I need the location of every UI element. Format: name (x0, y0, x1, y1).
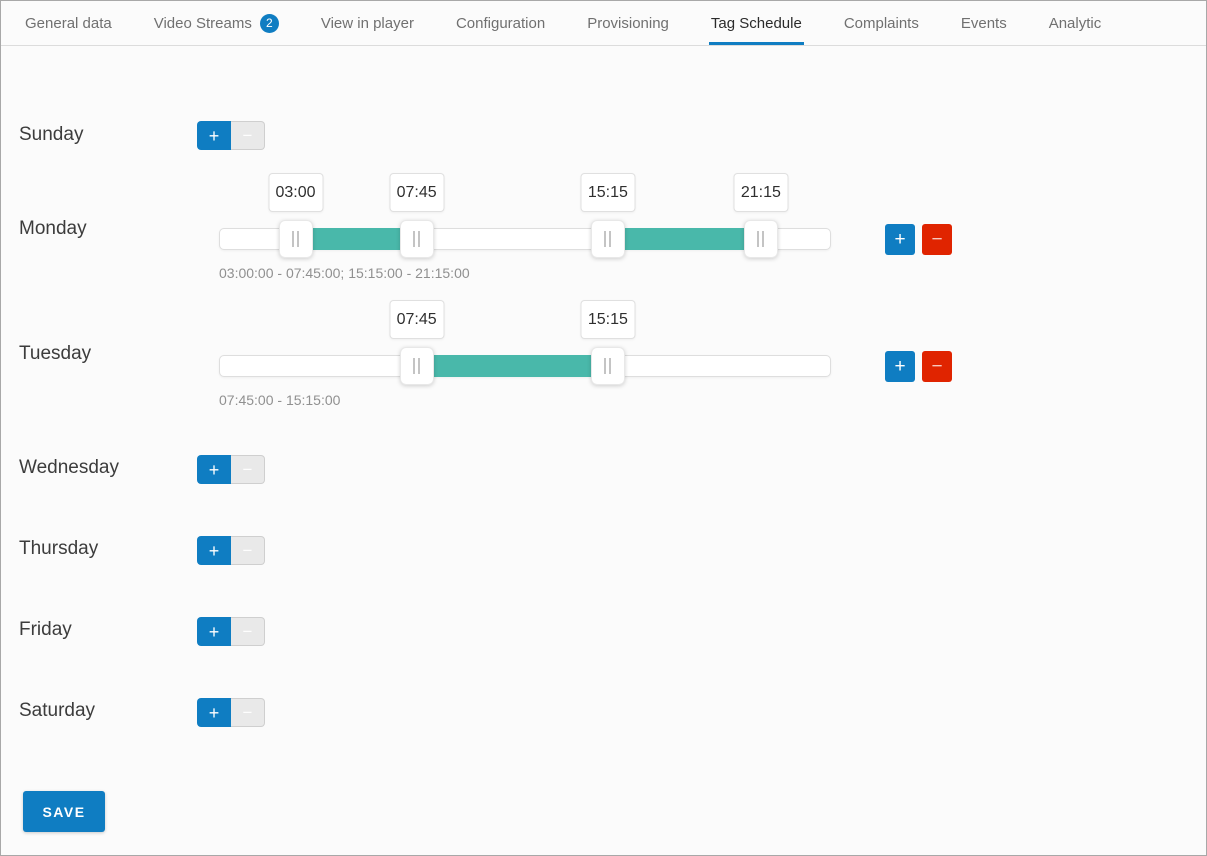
add-range-button[interactable]: + (197, 455, 231, 484)
tab-provisioning[interactable]: Provisioning (585, 1, 671, 45)
video-streams-count-badge: 2 (259, 13, 279, 33)
tab-general-data[interactable]: General data (23, 1, 114, 45)
tuesday-range-actions: + − (885, 351, 952, 382)
tuesday-schedule: 07:45:00 - 15:15:00 + − (219, 300, 952, 415)
remove-range-button-disabled: − (231, 536, 265, 565)
remove-range-button-disabled: − (231, 455, 265, 484)
thursday-range-controls: + − (197, 536, 265, 565)
tab-view-in-player[interactable]: View in player (319, 1, 416, 45)
day-label-tuesday: Tuesday (19, 343, 92, 364)
friday-range-controls: + − (197, 617, 265, 646)
slider-handle[interactable] (399, 220, 434, 258)
wednesday-range-controls: + − (197, 455, 265, 484)
save-button[interactable]: SAVE (23, 791, 105, 832)
tab-analytic[interactable]: Analytic (1047, 1, 1104, 45)
slider-handle[interactable] (278, 220, 313, 258)
add-range-button[interactable]: + (197, 121, 231, 150)
saturday-range-controls: + − (197, 698, 265, 727)
monday-range-actions: + − (885, 224, 952, 255)
time-input[interactable] (389, 300, 445, 339)
tab-label: Complaints (843, 14, 919, 32)
slider-handle[interactable] (590, 220, 625, 258)
slider-handle[interactable] (743, 220, 778, 258)
selected-range-fill (295, 228, 417, 250)
slider-handle[interactable] (590, 347, 625, 385)
time-input[interactable] (389, 173, 445, 212)
time-input[interactable] (580, 173, 636, 212)
remove-range-button[interactable]: − (922, 224, 952, 255)
tab-label: Tag Schedule (710, 14, 802, 32)
remove-range-button-disabled: − (231, 121, 265, 150)
add-range-button[interactable]: + (197, 617, 231, 646)
time-input[interactable] (733, 173, 789, 212)
tab-label: Analytic (1048, 14, 1102, 32)
tab-label: Video Streams (153, 14, 252, 32)
monday-schedule: 03:00:00 - 07:45:00; 15:15:00 - 21:15:00… (219, 173, 952, 288)
add-range-button[interactable]: + (197, 536, 231, 565)
time-input[interactable] (268, 173, 323, 212)
tab-label: Provisioning (587, 14, 669, 32)
monday-schedule-summary: 03:00:00 - 07:45:00; 15:15:00 - 21:15:00 (219, 265, 470, 281)
time-input[interactable] (580, 300, 636, 339)
tab-label: View in player (320, 14, 414, 32)
tab-label: Configuration (455, 14, 546, 32)
selected-range-fill (607, 228, 761, 250)
tuesday-time-range-slider (219, 300, 831, 415)
tab-configuration[interactable]: Configuration (454, 1, 547, 45)
day-label-sunday: Sunday (19, 124, 84, 145)
tab-bar: General data Video Streams 2 View in pla… (1, 1, 1206, 46)
tab-label: General data (25, 14, 112, 32)
tab-events[interactable]: Events (959, 1, 1009, 45)
day-label-wednesday: Wednesday (19, 457, 119, 478)
sunday-range-controls: + − (197, 121, 265, 150)
monday-time-range-slider (219, 173, 831, 288)
day-label-friday: Friday (19, 619, 72, 640)
remove-range-button[interactable]: − (922, 351, 952, 382)
day-label-saturday: Saturday (19, 700, 96, 721)
tab-label: Events (960, 14, 1007, 32)
add-range-button[interactable]: + (197, 698, 231, 727)
slider-handle[interactable] (399, 347, 434, 385)
tab-video-streams[interactable]: Video Streams 2 (152, 1, 281, 45)
add-range-button[interactable]: + (885, 351, 915, 382)
add-range-button[interactable]: + (885, 224, 915, 255)
tab-tag-schedule[interactable]: Tag Schedule (708, 1, 804, 45)
day-label-monday: Monday (19, 218, 87, 239)
day-label-thursday: Thursday (19, 538, 99, 559)
remove-range-button-disabled: − (231, 617, 265, 646)
tuesday-schedule-summary: 07:45:00 - 15:15:00 (219, 392, 341, 408)
selected-range-fill (416, 355, 608, 377)
remove-range-button-disabled: − (231, 698, 265, 727)
tab-complaints[interactable]: Complaints (842, 1, 921, 45)
